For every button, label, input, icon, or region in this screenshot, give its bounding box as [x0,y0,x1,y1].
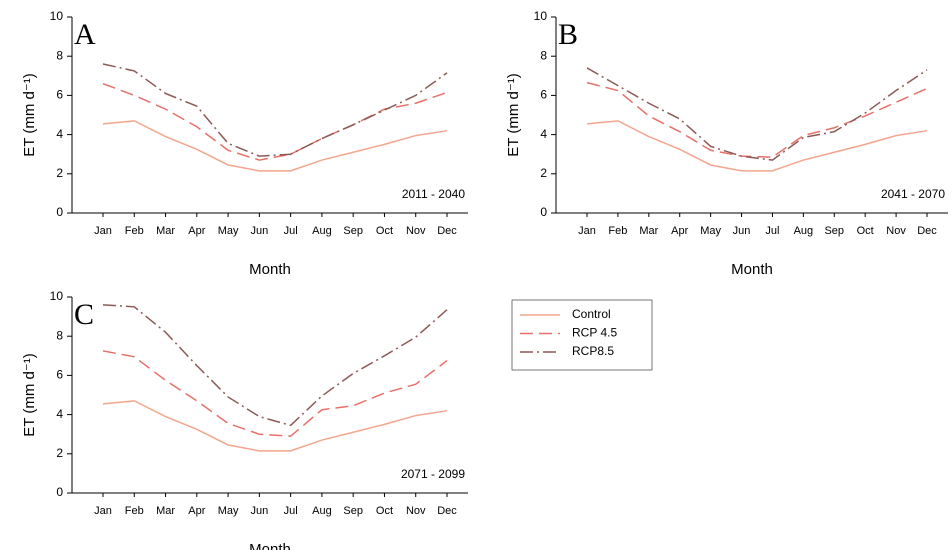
y-tick-label: 6 [56,88,63,102]
x-tick-label: Jan [578,225,596,237]
y-tick-label: 4 [56,407,63,421]
x-tick-label: Sep [343,225,363,237]
panel-label: A [74,18,96,51]
x-tick-label: Jan [94,505,112,517]
x-tick-label: Jul [284,505,298,517]
x-axis-label: Month [249,261,291,278]
x-tick-label: Jan [94,225,112,237]
x-tick-label: Dec [437,505,457,517]
x-tick-label: Sep [824,225,844,237]
y-tick-label: 0 [540,205,547,219]
y-tick-label: 6 [540,88,547,102]
x-tick-label: Aug [794,225,814,237]
period-label: 2071 - 2099 [401,467,465,481]
x-tick-label: Aug [312,225,332,237]
series-line [586,81,928,158]
y-tick-label: 0 [56,205,63,219]
x-tick-label: Jun [250,225,268,237]
period-label: 2041 - 2070 [881,187,945,201]
legend-label: Control [572,307,611,321]
y-tick-label: 2 [56,446,63,460]
x-tick-label: Nov [886,225,906,237]
y-tick-label: 4 [56,127,63,141]
series-line [102,82,448,161]
series-line [102,304,448,427]
panel-label: C [74,298,94,331]
x-tick-label: Mar [156,505,175,517]
x-tick-label: Apr [188,225,205,237]
series-line [102,63,448,157]
y-tick-label: 8 [540,48,547,62]
x-tick-label: Aug [312,505,332,517]
y-tick-label: 2 [56,166,63,180]
legend-box [511,299,653,371]
y-tick-label: 8 [56,328,63,342]
x-tick-label: Feb [608,225,627,237]
x-tick-label: Dec [917,225,937,237]
y-axis-label: ET (mm d⁻¹) [505,73,522,156]
y-tick-label: 10 [534,9,548,23]
x-axis-label: Month [731,261,773,278]
x-tick-label: Jul [765,225,779,237]
x-tick-label: May [218,505,239,517]
x-tick-label: May [700,225,721,237]
x-tick-label: Oct [376,225,393,237]
x-tick-label: Dec [437,225,457,237]
y-tick-label: 0 [56,485,63,499]
y-tick-label: 6 [56,368,63,382]
period-label: 2011 - 2040 [402,187,465,201]
x-tick-label: Sep [343,505,363,517]
x-tick-label: Oct [376,505,393,517]
x-tick-label: Oct [857,225,874,237]
x-tick-label: Mar [156,225,175,237]
y-tick-label: 10 [50,9,64,23]
series-line [102,400,448,452]
x-tick-label: Mar [639,225,658,237]
y-axis-label: ET (mm d⁻¹) [21,353,38,436]
series-line [586,120,928,172]
y-tick-label: 4 [540,127,547,141]
series-line [102,350,448,437]
x-tick-label: May [218,225,239,237]
x-tick-label: Jul [284,225,298,237]
series-line [102,120,448,172]
x-tick-label: Apr [671,225,688,237]
x-axis-label: Month [249,541,291,550]
x-tick-label: Apr [188,505,205,517]
legend-label: RCP 4.5 [572,326,617,340]
y-tick-label: 2 [540,166,547,180]
y-axis-label: ET (mm d⁻¹) [21,73,38,156]
x-tick-label: Nov [406,505,426,517]
x-tick-label: Nov [406,225,426,237]
x-tick-label: Feb [125,505,144,517]
x-tick-label: Jun [250,505,268,517]
panel-label: B [558,18,578,51]
legend-label: RCP8.5 [572,344,614,358]
series-line [586,67,928,161]
y-tick-label: 10 [50,289,64,303]
x-tick-label: Feb [125,225,144,237]
y-tick-label: 8 [56,48,63,62]
x-tick-label: Jun [733,225,751,237]
